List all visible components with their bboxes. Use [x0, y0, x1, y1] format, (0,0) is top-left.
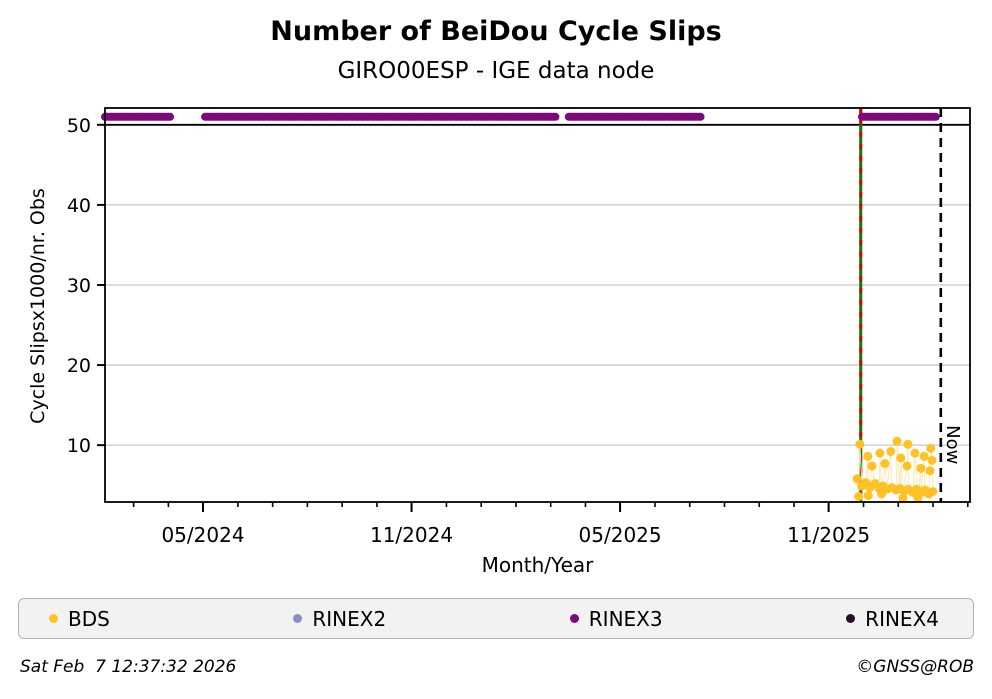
bds-point	[910, 448, 920, 458]
copyright-text: ©GNSS@ROB	[856, 657, 974, 677]
now-label: Now	[942, 425, 963, 464]
y-tick-label: 30	[67, 275, 91, 297]
y-tick-label: 40	[67, 195, 91, 217]
chart-subtitle: GIRO00ESP - IGE data node	[337, 58, 655, 84]
legend-label: RINEX3	[588, 606, 663, 631]
bds-point	[919, 451, 929, 461]
bds-point	[928, 487, 938, 497]
legend-item-rinex3: RINEX3	[569, 606, 663, 631]
bds-point	[903, 439, 913, 449]
y-tick-label: 20	[67, 355, 91, 377]
x-tick-label: 11/2025	[787, 523, 870, 547]
x-axis-label: Month/Year	[481, 553, 594, 577]
rinex4-marker-icon	[846, 614, 856, 623]
legend-box: BDS RINEX2 RINEX3 RINEX4	[18, 598, 974, 639]
chart-title: Number of BeiDou Cycle Slips	[270, 16, 722, 47]
bds-point	[892, 436, 902, 446]
bds-point	[927, 455, 937, 465]
y-tick-label: 10	[67, 435, 91, 457]
bds-point	[896, 453, 906, 463]
rinex2-marker-icon	[293, 614, 303, 623]
bds-point	[902, 461, 912, 471]
rinex3-marker-icon	[569, 614, 579, 623]
timestamp-text: Sat Feb 7 12:37:32 2026	[20, 657, 237, 677]
x-tick-label: 05/2024	[161, 523, 244, 547]
bds-point	[880, 459, 890, 469]
bds-point	[855, 439, 865, 449]
bds-point	[863, 451, 873, 461]
bds-point	[916, 463, 926, 473]
bds-point	[875, 448, 885, 458]
bds-point	[863, 491, 873, 501]
bds-marker-icon	[49, 614, 58, 623]
bds-point	[867, 461, 877, 471]
bds-point	[854, 491, 864, 501]
legend-item-rinex2: RINEX2	[293, 607, 386, 631]
legend-label: RINEX2	[312, 606, 387, 631]
x-tick-label: 11/2024	[370, 523, 453, 547]
bds-point	[852, 474, 862, 484]
bds-point	[926, 443, 936, 453]
legend-item-bds: BDS	[49, 607, 110, 631]
legend-item-rinex4: RINEX4	[846, 607, 939, 631]
legend-label: RINEX4	[865, 606, 939, 631]
bds-point	[925, 466, 935, 476]
bds-point	[886, 447, 896, 457]
x-tick-label: 05/2025	[579, 523, 662, 547]
legend-label: BDS	[68, 606, 110, 631]
y-tick-label: 50	[67, 115, 91, 137]
plot-frame	[104, 107, 971, 503]
